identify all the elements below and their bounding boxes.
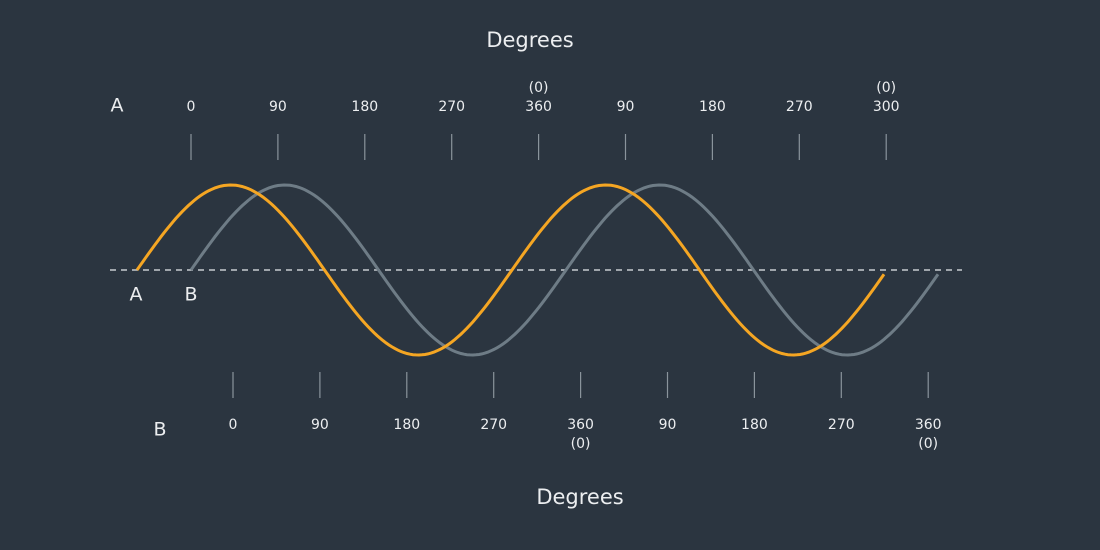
tick-label: 180 [699,99,726,115]
tick-note: (0) [918,436,938,452]
tick-label: 180 [393,417,420,433]
tick-label: 0 [187,99,196,115]
tick-label: 0 [229,417,238,433]
tick-label: 270 [828,417,855,433]
scale-a-label: A [111,95,124,117]
wave-a-label: A [130,284,143,306]
bottom-title: Degrees [536,485,623,509]
tick-label: 90 [659,417,677,433]
tick-label: 90 [617,99,635,115]
tick-note: (0) [571,436,591,452]
tick-label: 360 [567,417,594,433]
tick-label: 90 [269,99,287,115]
top-title: Degrees [486,28,573,52]
tick-note: (0) [529,80,549,96]
tick-label: 300 [873,99,900,115]
wave-a [135,183,886,357]
tick-label: 270 [786,99,813,115]
tick-label: 270 [438,99,465,115]
tick-label: 360 [915,417,942,433]
tick-label: 360 [525,99,552,115]
tick-label: 270 [480,417,507,433]
wave-b-label: B [184,284,197,306]
wave-b [189,183,940,357]
tick-label: 90 [311,417,329,433]
scale-b-label: B [153,419,166,441]
tick-label: 180 [351,99,378,115]
tick-label: 180 [741,417,768,433]
tick-note: (0) [876,80,896,96]
